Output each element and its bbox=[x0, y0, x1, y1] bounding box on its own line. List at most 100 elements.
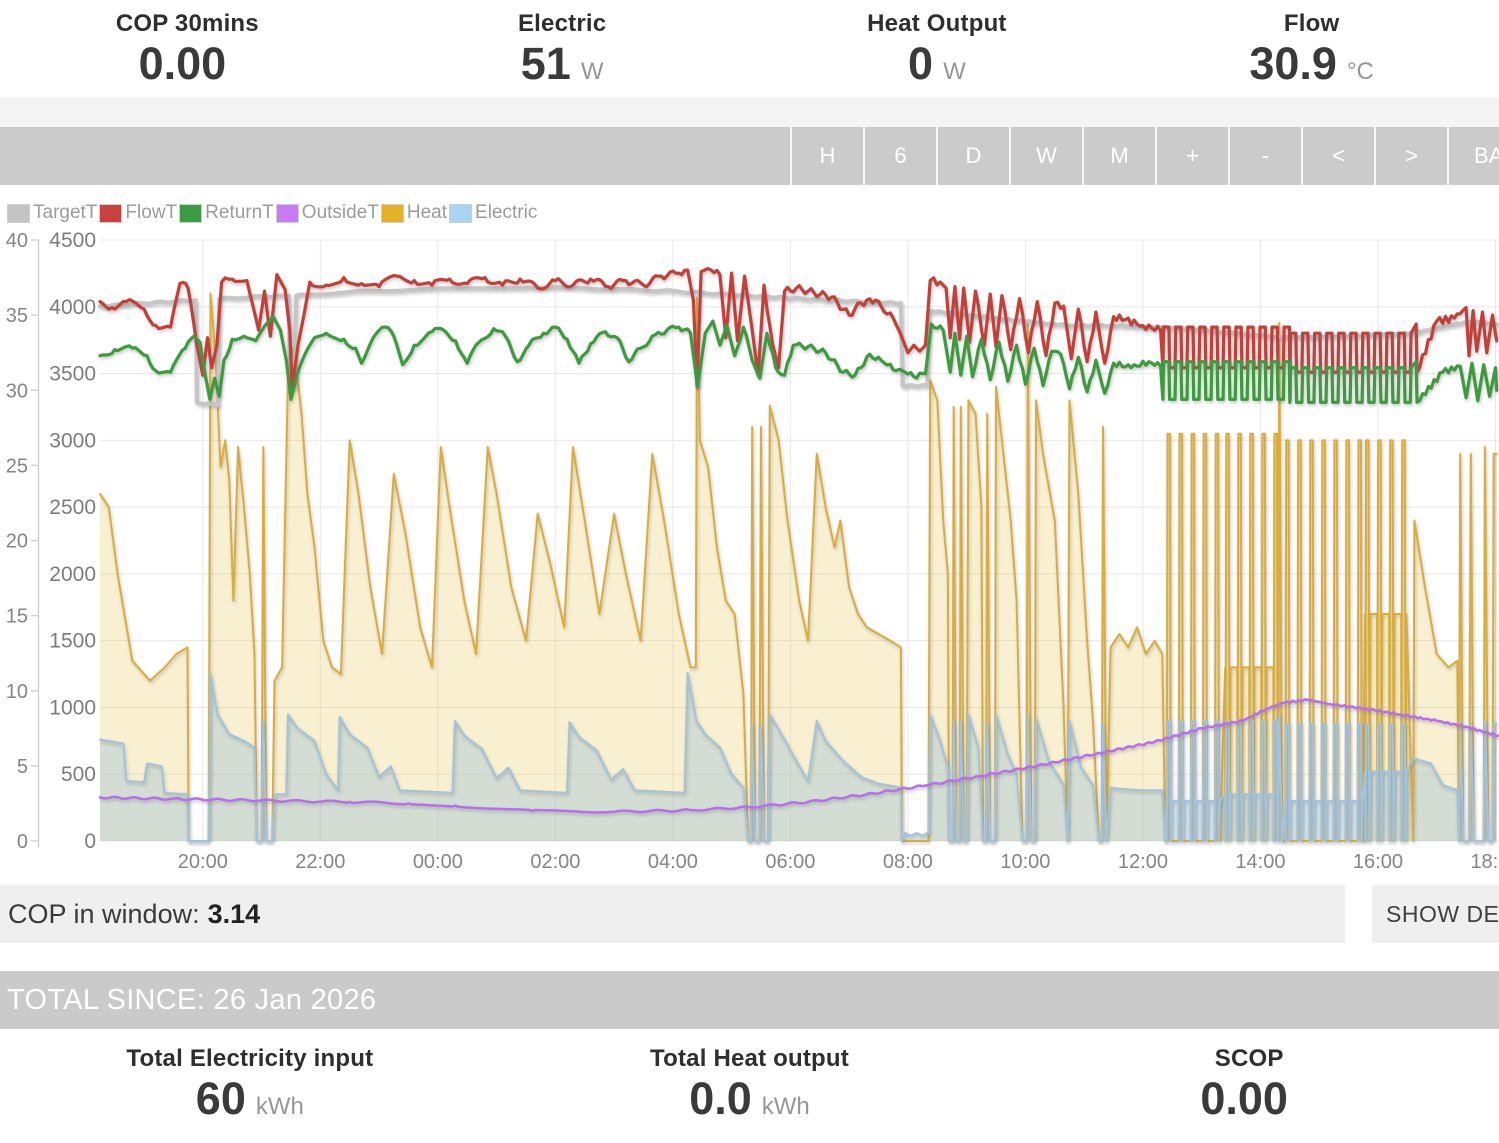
toolbar-button-h[interactable]: H bbox=[790, 127, 863, 185]
time-tick-label: 08:00 bbox=[883, 851, 933, 873]
legend-item-heat[interactable]: Heat bbox=[380, 202, 448, 224]
time-tick-label: 16:00 bbox=[1353, 851, 1403, 873]
cop-window-value: 3.14 bbox=[207, 898, 261, 929]
legend-swatch bbox=[179, 203, 203, 223]
chart-legend: TargetT FlowT ReturnT OutsideT Heat Electric bbox=[7, 202, 539, 224]
legend-label: OutsideT bbox=[301, 202, 379, 223]
legend-swatch bbox=[7, 203, 30, 223]
legend-label: ReturnT bbox=[205, 202, 274, 223]
time-tick-label: 04:00 bbox=[648, 851, 698, 873]
series-area-electric bbox=[100, 672, 1497, 841]
stat-unit: kWh bbox=[255, 1093, 304, 1120]
chart: 0 5 10 15 20 25 30 35 40 0 500 1000 1500 2000 2500 3000… bbox=[0, 185, 1499, 885]
series-line-returnt bbox=[98, 315, 1499, 404]
cop-in-window: COP in window: 3.14 bbox=[0, 885, 1345, 943]
legend-swatch bbox=[449, 203, 473, 223]
stat-unit: °C bbox=[1346, 58, 1374, 85]
series-line-outsidet bbox=[98, 698, 1499, 814]
temp-tick-label: 10 bbox=[6, 681, 28, 703]
stat-number: 30.9 bbox=[1249, 38, 1337, 89]
series-line-flowt bbox=[98, 266, 1499, 391]
legend-item-outsidet[interactable]: OutsideT bbox=[275, 202, 379, 224]
time-tick-label: 12:00 bbox=[1118, 851, 1168, 873]
stat-cop-30mins: COP 30mins 0.00 bbox=[0, 0, 375, 97]
power-tick-label: 4000 bbox=[49, 296, 96, 319]
chart-canvas[interactable]: 0 5 10 15 20 25 30 35 40 0 500 1000 1500 2000 2500 3000… bbox=[0, 185, 1499, 885]
temp-tick-label: 0 bbox=[17, 831, 28, 853]
temp-tick-label: 15 bbox=[6, 606, 28, 628]
time-tick-label: 00:00 bbox=[413, 851, 463, 873]
stat-number: 0.00 bbox=[138, 38, 227, 89]
power-tick-label: 1000 bbox=[49, 696, 96, 719]
toolbar-button-<[interactable]: < bbox=[1301, 127, 1374, 185]
temp-tick-label: 5 bbox=[17, 756, 28, 778]
stat-label: Electric bbox=[517, 10, 607, 37]
series-area-heat bbox=[100, 293, 1497, 841]
stat-value: 51 W bbox=[375, 40, 750, 87]
stat-number: 0 bbox=[908, 38, 934, 89]
temp-tick-label: 25 bbox=[6, 455, 28, 477]
time-tick-label: 22:00 bbox=[295, 851, 345, 873]
power-tick-label: 500 bbox=[61, 763, 96, 786]
toolbar-button->[interactable]: > bbox=[1374, 127, 1447, 185]
stat-value: 0.0 kWh bbox=[500, 1075, 1000, 1122]
stat-unit: W bbox=[943, 58, 966, 85]
divider-strip bbox=[0, 97, 1499, 127]
toolbar-button-back[interactable]: BACK bbox=[1447, 127, 1499, 185]
time-tick-label: 20:00 bbox=[178, 851, 228, 873]
legend-item-targett[interactable]: TargetT bbox=[7, 202, 97, 224]
stat-number: 51 bbox=[520, 38, 571, 89]
time-tick-label: 10:00 bbox=[1000, 851, 1050, 873]
cop-row: COP in window: 3.14 SHOW DETAILS bbox=[0, 885, 1499, 943]
stat-value: 0.00 bbox=[0, 40, 375, 87]
stat-value: 0.00 bbox=[999, 1075, 1499, 1122]
legend-swatch bbox=[380, 203, 404, 223]
legend-label: FlowT bbox=[125, 202, 178, 223]
toolbar-button-w[interactable]: W bbox=[1009, 127, 1082, 185]
time-tick-label: 02:00 bbox=[530, 851, 580, 873]
time-tick-label: 06:00 bbox=[765, 851, 815, 873]
legend-item-flowt[interactable]: FlowT bbox=[99, 202, 177, 224]
cop-window-label: COP in window: bbox=[8, 898, 200, 929]
stat-total-electricity: Total Electricity input 60 kWh bbox=[0, 1029, 500, 1143]
stat-value: 30.9 °C bbox=[1124, 40, 1499, 87]
stat-value: 60 kWh bbox=[0, 1075, 500, 1122]
stat-number: 60 bbox=[195, 1073, 246, 1124]
toolbar-button-d[interactable]: D bbox=[936, 127, 1009, 185]
temp-tick-label: 30 bbox=[6, 380, 28, 402]
legend-label: Electric bbox=[475, 202, 538, 223]
stat-total-heat: Total Heat output 0.0 kWh bbox=[500, 1029, 1000, 1143]
legend-item-returnt[interactable]: ReturnT bbox=[179, 202, 274, 224]
stat-label: Flow bbox=[1283, 10, 1340, 37]
stat-unit: W bbox=[580, 58, 604, 85]
legend-item-electric[interactable]: Electric bbox=[449, 202, 537, 224]
power-tick-label: 4500 bbox=[49, 229, 96, 252]
stat-label: COP 30mins bbox=[115, 10, 259, 37]
stat-label: Total Heat output bbox=[650, 1045, 849, 1072]
stat-unit: kWh bbox=[761, 1093, 810, 1120]
toolbar-button--[interactable]: - bbox=[1228, 127, 1301, 185]
toolbar-button-+[interactable]: + bbox=[1155, 127, 1228, 185]
power-tick-label: 3500 bbox=[49, 363, 96, 386]
legend-label: Heat bbox=[406, 202, 448, 223]
temp-tick-label: 35 bbox=[6, 305, 28, 327]
toolbar-button-m[interactable]: M bbox=[1082, 127, 1155, 185]
top-stats: COP 30mins 0.00 Electric 51 W Heat Output… bbox=[0, 0, 1499, 97]
time-tick-label: 18:00 bbox=[1470, 851, 1499, 873]
toolbar-button-6[interactable]: 6 bbox=[863, 127, 936, 185]
stat-electric: Electric 51 W bbox=[375, 0, 750, 97]
stat-scop: SCOP 0.00 bbox=[999, 1029, 1499, 1143]
power-tick-label: 1500 bbox=[49, 630, 96, 653]
time-tick-label: 14:00 bbox=[1235, 851, 1285, 873]
temp-tick-label: 40 bbox=[6, 230, 28, 252]
power-tick-label: 2500 bbox=[49, 496, 96, 519]
stat-label: Heat Output bbox=[867, 10, 1007, 37]
stat-flow: Flow 30.9 °C bbox=[1124, 0, 1499, 97]
series-line-electric bbox=[99, 671, 1498, 842]
show-details-button[interactable]: SHOW DETAILS bbox=[1372, 885, 1499, 943]
stat-number: 0.00 bbox=[1200, 1073, 1288, 1124]
legend-label: TargetT bbox=[33, 202, 98, 223]
